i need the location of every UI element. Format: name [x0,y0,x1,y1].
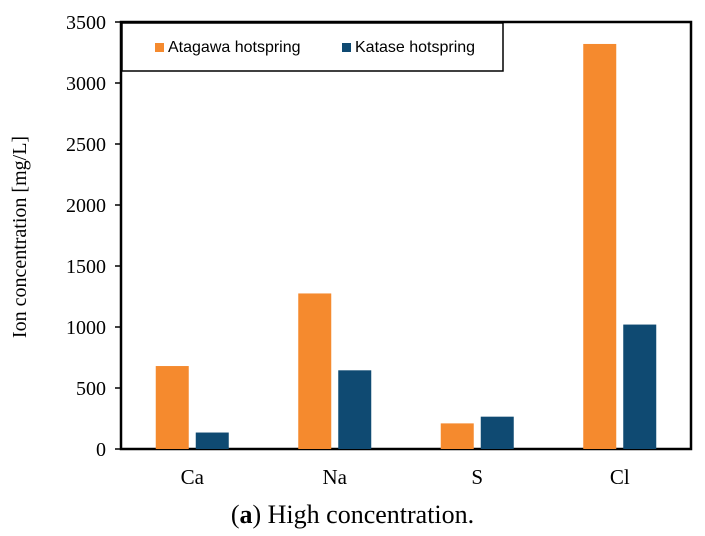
x-axis-categories: Ca Na S Cl [181,465,630,489]
y-tick-label: 2500 [66,134,106,156]
bar-katase-cl [623,324,657,449]
caption-open: ( [230,500,240,529]
bar-chart: 0 500 1000 1500 2000 2500 3000 3500 Ca Na S Cl Ion… [9,12,693,489]
legend-swatch-katase [342,43,351,52]
y-axis-ticks: 0 500 1000 1500 2000 2500 3000 3500 [66,12,121,461]
figure-caption: (a) High concentration. [0,500,705,530]
caption-text: ) High concentration. [252,500,475,529]
y-tick-label: 2000 [66,195,106,217]
legend-label-katase: Katase hotspring [355,39,475,56]
y-tick-label: 1000 [66,317,106,339]
x-category-label: Ca [181,465,205,489]
bar-katase-s [480,416,514,449]
y-axis-label: Ion concentration [mg/L] [9,136,31,338]
legend-swatch-atagawa [155,43,164,52]
y-tick-label: 0 [96,439,106,461]
legend: Atagawa hotspring Katase hotspring [121,22,504,72]
y-tick-label: 500 [76,378,106,400]
x-category-label: Cl [610,465,630,489]
x-category-label: S [471,465,483,489]
bar-katase-ca [195,432,229,449]
y-tick-label: 3000 [66,73,106,95]
bars-group [155,43,657,450]
bar-atagawa-na [298,293,332,449]
bar-katase-na [338,370,372,449]
legend-box [121,22,504,72]
legend-label-atagawa: Atagawa hotspring [168,39,301,56]
bar-atagawa-cl [583,43,617,450]
caption-letter: a [239,500,253,529]
y-tick-label: 1500 [66,256,106,278]
x-category-label: Na [323,465,348,489]
y-tick-label: 3500 [66,12,106,34]
bar-atagawa-s [440,423,474,449]
bar-atagawa-ca [155,366,189,449]
